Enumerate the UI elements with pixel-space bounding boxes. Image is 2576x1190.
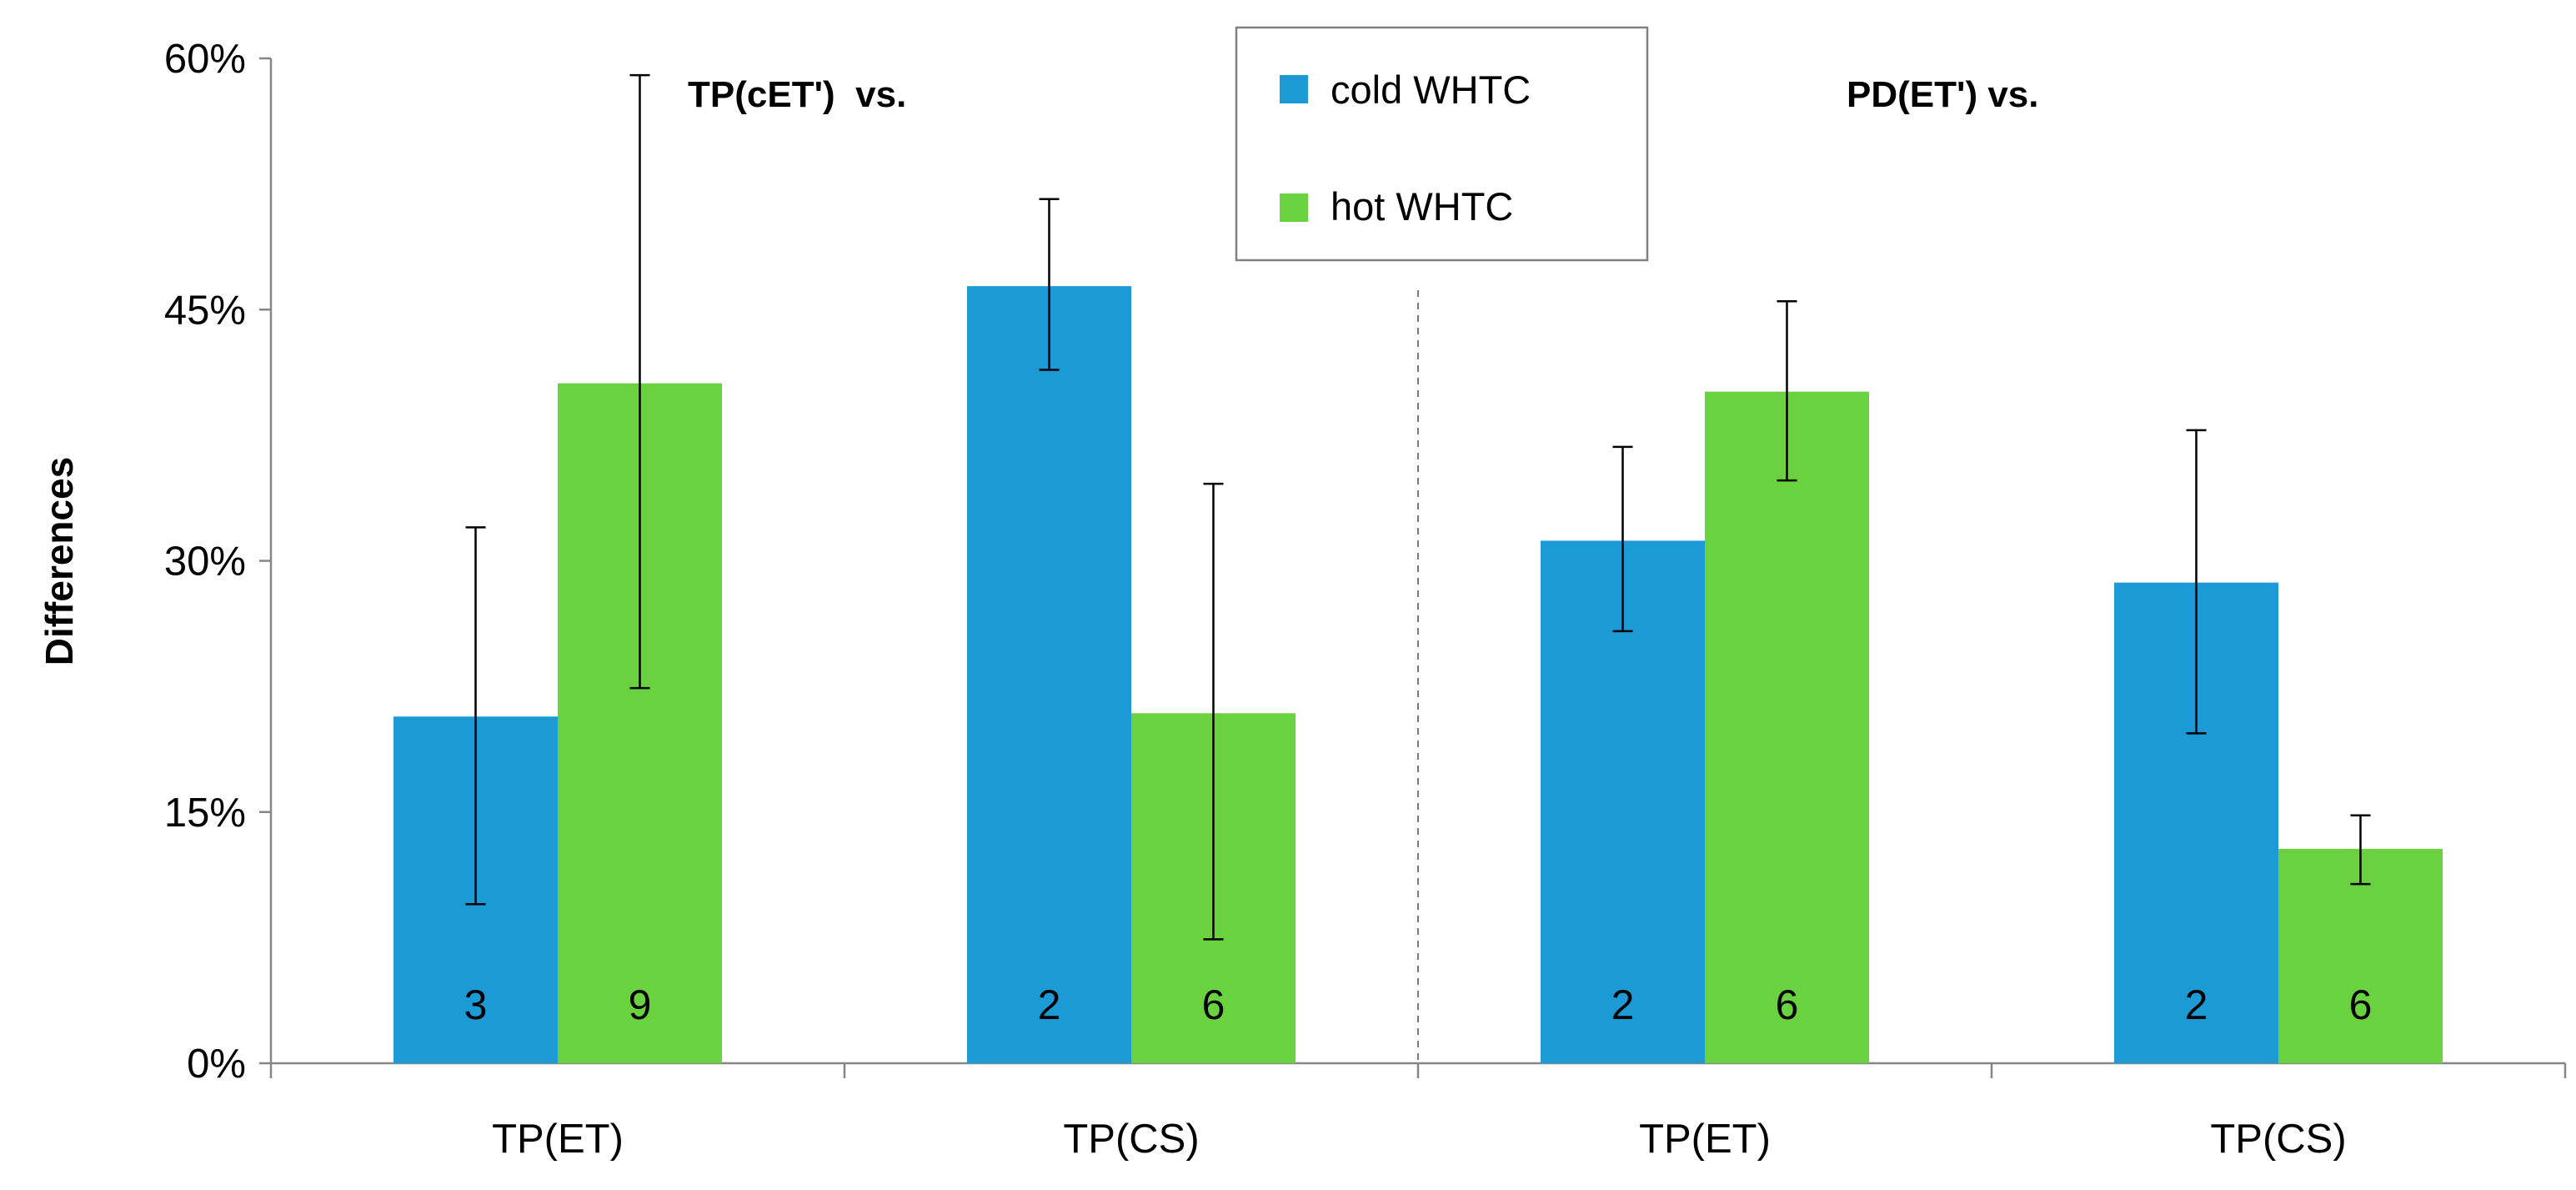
y-axis-label: Differences xyxy=(38,457,81,666)
group-title-pd-et: PD(ET') vs. xyxy=(1847,74,2039,115)
y-tick-label: 30% xyxy=(164,540,246,585)
y-tick-label: 15% xyxy=(164,791,246,836)
bar-count-label: 2 xyxy=(1611,982,1635,1028)
bar-count-label: 2 xyxy=(2185,982,2208,1028)
bar-hot-whtc xyxy=(1705,391,1869,1063)
bar-count-label: 2 xyxy=(1038,982,1061,1028)
group-title-tp-cet: TP(cET') vs. xyxy=(688,74,906,115)
y-tick-label: 0% xyxy=(187,1042,246,1087)
error-bars xyxy=(465,73,2371,941)
y-tick-label: 60% xyxy=(164,37,246,82)
bar-cold-whtc xyxy=(967,286,1131,1064)
legend-swatch-hot-whtc xyxy=(1280,193,1308,222)
labels: TP(ET) 3 9 TP(CS) 2 6 TP(ET) 2 6 TP(CS) 2 6 xyxy=(464,982,2373,1162)
legend-label-hot-whtc: hot WHTC xyxy=(1331,184,1513,228)
x-category-label: TP(CS) xyxy=(2210,1117,2346,1162)
bar-count-label: 3 xyxy=(464,982,488,1028)
x-category-label: TP(ET) xyxy=(492,1117,624,1162)
bar-count-label: 9 xyxy=(629,982,652,1028)
legend-swatch-cold-whtc xyxy=(1280,75,1308,103)
bar-count-label: 6 xyxy=(2349,982,2373,1028)
legend-label-cold-whtc: cold WHTC xyxy=(1331,68,1531,112)
bar-count-label: 6 xyxy=(1776,982,1799,1028)
x-category-label: TP(CS) xyxy=(1063,1117,1199,1162)
x-category-label: TP(ET) xyxy=(1639,1117,1771,1162)
y-tick-label: 45% xyxy=(164,288,246,333)
bar-count-label: 6 xyxy=(1202,982,1225,1028)
legend: cold WHTC hot WHTC xyxy=(1235,26,1649,262)
